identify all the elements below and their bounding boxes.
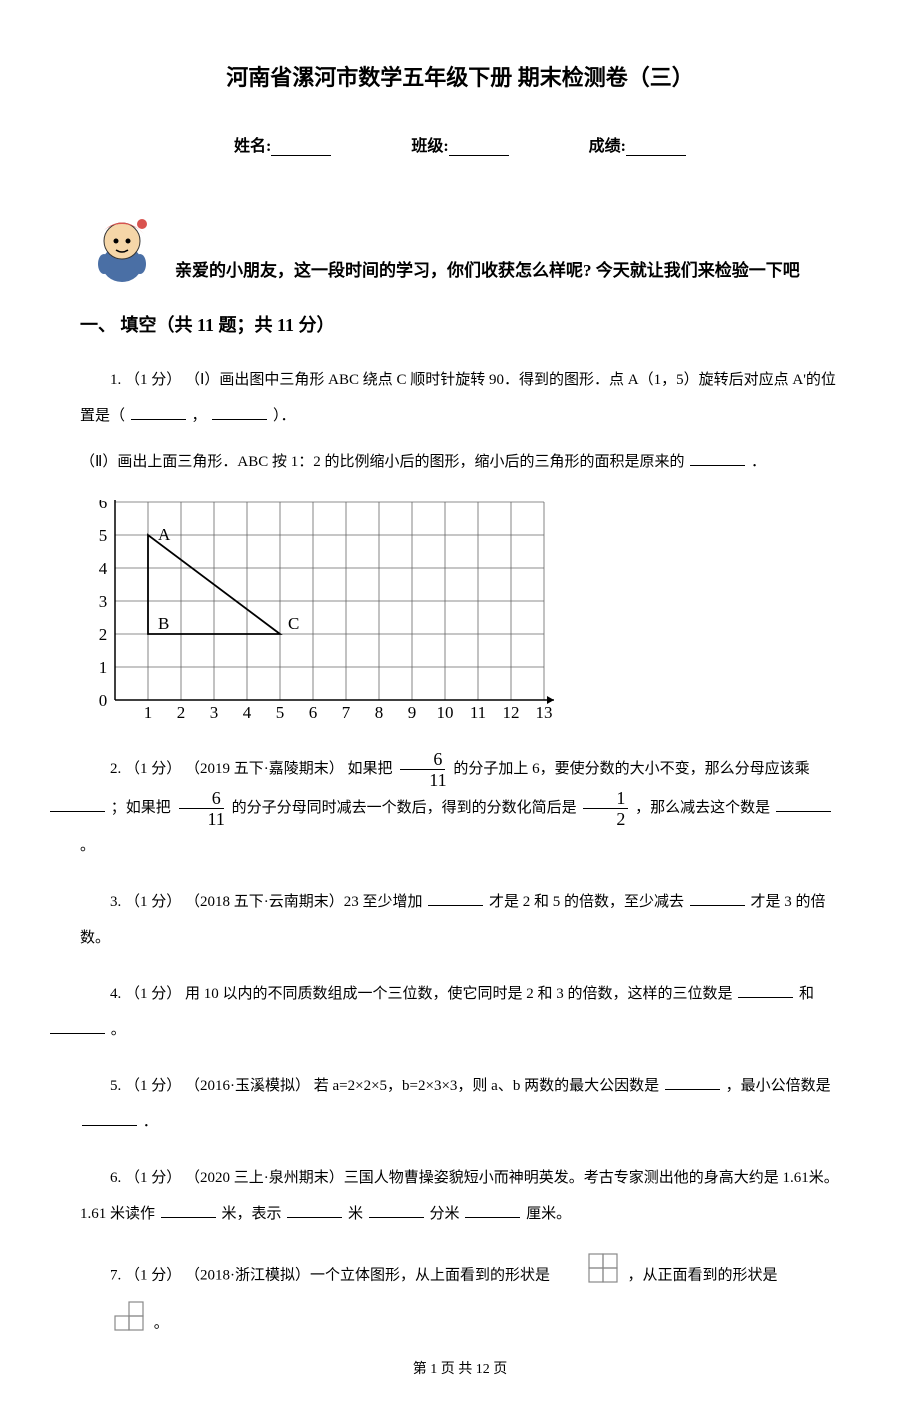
svg-text:6: 6 bbox=[99, 500, 108, 512]
front-view-shape-icon bbox=[83, 1300, 147, 1348]
mascot-icon bbox=[80, 206, 165, 291]
q1-blank-3[interactable] bbox=[690, 451, 745, 466]
svg-text:6: 6 bbox=[309, 703, 318, 720]
name-label: 姓名: bbox=[234, 132, 271, 156]
q6-suffix: 厘米。 bbox=[526, 1206, 571, 1222]
q7-prefix: 7. （1 分） （2018·浙江模拟）一个立体图形，从上面看到的形状是 bbox=[110, 1267, 554, 1283]
exam-title: 河南省漯河市数学五年级下册 期末检测卷（三） bbox=[80, 60, 840, 92]
question-3: 3. （1 分） （2018 五下·云南期末）23 至少增加 才是 2 和 5 … bbox=[80, 884, 840, 956]
q2-mid1: 的分子加上 6，要使分数的大小不变，那么分母应该乘 bbox=[453, 761, 809, 777]
q2-frac1-den: 11 bbox=[399, 770, 446, 789]
q2-blank-2[interactable] bbox=[776, 797, 831, 812]
class-field: 班级: bbox=[411, 132, 508, 156]
page-footer: 第 1 页 共 12 页 bbox=[0, 1358, 920, 1378]
mascot-row: 亲爱的小朋友，这一段时间的学习，你们收获怎么样呢? 今天就让我们来检验一下吧 bbox=[80, 206, 840, 291]
grid-chart-svg: 123456789101112130123456ABC bbox=[90, 500, 570, 720]
q3-blank-2[interactable] bbox=[690, 891, 745, 906]
name-blank[interactable] bbox=[271, 138, 331, 156]
q5-mid: ，最小公倍数是 bbox=[726, 1078, 831, 1094]
svg-text:0: 0 bbox=[99, 691, 108, 710]
q2-mid2: ；如果把 bbox=[111, 800, 175, 816]
top-view-shape-icon bbox=[557, 1252, 621, 1300]
svg-text:7: 7 bbox=[342, 703, 351, 720]
svg-text:1: 1 bbox=[99, 658, 108, 677]
svg-text:13: 13 bbox=[536, 703, 553, 720]
q1-mid: ， bbox=[192, 408, 211, 424]
svg-text:4: 4 bbox=[243, 703, 252, 720]
q7-mid: ，从正面看到的形状是 bbox=[628, 1267, 778, 1283]
q1-part2: （Ⅱ）画出上面三角形．ABC 按 1：2 的比例缩小后的图形，缩小后的三角形的面… bbox=[80, 454, 684, 470]
q6-mid1: 米，表示 bbox=[222, 1206, 282, 1222]
svg-text:12: 12 bbox=[503, 703, 520, 720]
question-6: 6. （1 分） （2020 三上·泉州期末）三国人物曹操姿貌短小而神明英发。考… bbox=[80, 1160, 840, 1232]
q2-frac2: 6 11 bbox=[178, 789, 225, 828]
q4-suffix: 。 bbox=[111, 1022, 126, 1038]
q4-blank-1[interactable] bbox=[738, 983, 793, 998]
svg-text:A: A bbox=[158, 525, 171, 544]
q2-mid3: 的分子分母同时减去一个数后，得到的分数化简后是 bbox=[232, 800, 581, 816]
q2-frac2-num: 6 bbox=[179, 789, 224, 809]
q2-frac3-num: 1 bbox=[583, 789, 628, 809]
q6-blank-2[interactable] bbox=[287, 1203, 342, 1218]
score-blank[interactable] bbox=[626, 138, 686, 156]
name-field: 姓名: bbox=[234, 132, 331, 156]
question-7: 7. （1 分） （2018·浙江模拟）一个立体图形，从上面看到的形状是 ，从正… bbox=[80, 1252, 840, 1348]
svg-text:B: B bbox=[158, 614, 169, 633]
score-field: 成绩: bbox=[589, 132, 686, 156]
q2-frac3: 1 2 bbox=[583, 789, 628, 828]
q6-mid2: 米 bbox=[348, 1206, 363, 1222]
q3-mid: 才是 2 和 5 的倍数，至少减去 bbox=[489, 894, 684, 910]
q1-blank-1[interactable] bbox=[131, 405, 186, 420]
q2-frac2-den: 11 bbox=[178, 809, 225, 828]
class-label: 班级: bbox=[411, 132, 448, 156]
q5-blank-2[interactable] bbox=[82, 1111, 137, 1126]
class-blank[interactable] bbox=[449, 138, 509, 156]
svg-text:2: 2 bbox=[99, 625, 108, 644]
section-1-heading: 一、 填空（共 11 题；共 11 分） bbox=[80, 311, 840, 337]
triangle-grid-chart: 123456789101112130123456ABC bbox=[90, 500, 840, 725]
q4-prefix: 4. （1 分） 用 10 以内的不同质数组成一个三位数，使它同时是 2 和 3… bbox=[110, 986, 733, 1002]
q2-frac3-den: 2 bbox=[586, 809, 625, 828]
q1-part2-suffix: ． bbox=[751, 454, 766, 470]
q5-blank-1[interactable] bbox=[665, 1075, 720, 1090]
q2-suffix: 。 bbox=[80, 838, 95, 854]
question-5: 5. （1 分） （2016·玉溪模拟） 若 a=2×2×5，b=2×3×3，则… bbox=[80, 1068, 840, 1140]
q5-prefix: 5. （1 分） （2016·玉溪模拟） 若 a=2×2×5，b=2×3×3，则… bbox=[110, 1078, 659, 1094]
q6-mid3: 分米 bbox=[430, 1206, 460, 1222]
q6-blank-3[interactable] bbox=[369, 1203, 424, 1218]
question-2: 2. （1 分） （2019 五下·嘉陵期末） 如果把 6 11 的分子加上 6… bbox=[80, 750, 840, 864]
mascot-text: 亲爱的小朋友，这一段时间的学习，你们收获怎么样呢? 今天就让我们来检验一下吧 bbox=[175, 256, 800, 291]
svg-text:8: 8 bbox=[375, 703, 384, 720]
q1-suffix: ）． bbox=[273, 408, 296, 424]
svg-text:5: 5 bbox=[276, 703, 285, 720]
svg-text:5: 5 bbox=[99, 526, 108, 545]
q2-blank-1[interactable] bbox=[50, 797, 105, 812]
q2-mid4: ，那么减去这个数是 bbox=[635, 800, 770, 816]
question-1: 1. （1 分） （Ⅰ）画出图中三角形 ABC 绕点 C 顺时针旋转 90．得到… bbox=[80, 362, 840, 480]
svg-text:3: 3 bbox=[210, 703, 219, 720]
q3-blank-1[interactable] bbox=[428, 891, 483, 906]
q6-blank-1[interactable] bbox=[161, 1203, 216, 1218]
svg-text:C: C bbox=[288, 614, 299, 633]
svg-text:11: 11 bbox=[470, 703, 486, 720]
svg-text:3: 3 bbox=[99, 592, 108, 611]
q2-prefix: 2. （1 分） （2019 五下·嘉陵期末） 如果把 bbox=[110, 761, 396, 777]
q4-mid: 和 bbox=[799, 986, 814, 1002]
svg-text:4: 4 bbox=[99, 559, 108, 578]
q5-suffix: ． bbox=[143, 1114, 158, 1130]
q7-suffix: 。 bbox=[154, 1315, 169, 1331]
q2-frac1: 6 11 bbox=[399, 750, 446, 789]
score-label: 成绩: bbox=[589, 132, 626, 156]
svg-text:2: 2 bbox=[177, 703, 186, 720]
q1-blank-2[interactable] bbox=[212, 405, 267, 420]
svg-text:1: 1 bbox=[144, 703, 153, 720]
header-row: 姓名: 班级: 成绩: bbox=[80, 132, 840, 156]
q6-blank-4[interactable] bbox=[465, 1203, 520, 1218]
svg-text:9: 9 bbox=[408, 703, 417, 720]
question-4: 4. （1 分） 用 10 以内的不同质数组成一个三位数，使它同时是 2 和 3… bbox=[80, 976, 840, 1048]
q2-frac1-num: 6 bbox=[400, 750, 445, 770]
q4-blank-2[interactable] bbox=[50, 1019, 105, 1034]
q3-prefix: 3. （1 分） （2018 五下·云南期末）23 至少增加 bbox=[110, 894, 423, 910]
svg-text:10: 10 bbox=[437, 703, 454, 720]
